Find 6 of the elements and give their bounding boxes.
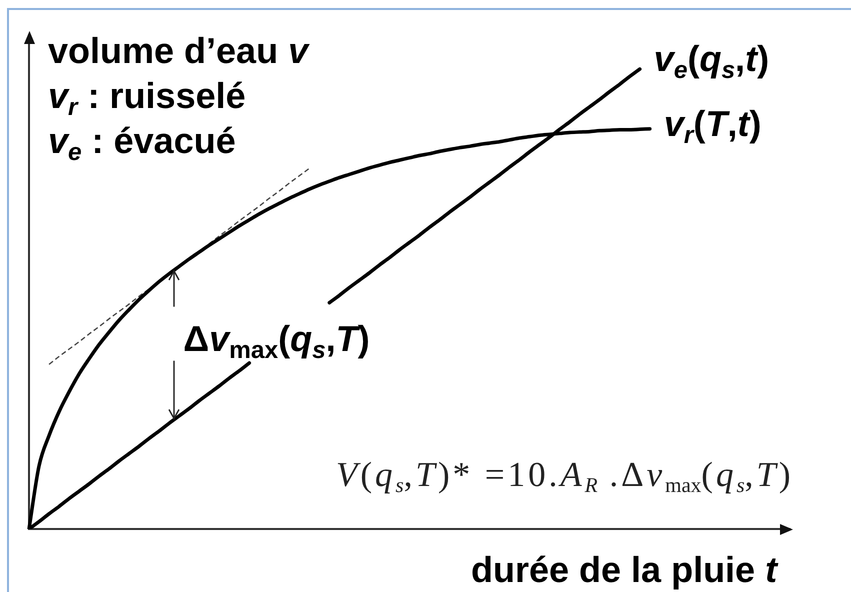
text: Δv$_{max}$(q$_{s}$,T) (183, 318, 370, 364)
text: V(q$_{s}$,T)* =10.A$_{R}$ .Δv$_{max}$(q$_{s}$,T) (336, 455, 794, 497)
series-label: v$_{r}$(T,t) (664, 103, 762, 150)
series-label: v$_{e}$(q$_{s}$,t) (654, 38, 770, 84)
text: volume d’eau v v$_{r}$ : ruisselé v$_{e}$ : évacué (48, 30, 308, 166)
x-axis-title: durée de la pluie t (471, 549, 778, 590)
